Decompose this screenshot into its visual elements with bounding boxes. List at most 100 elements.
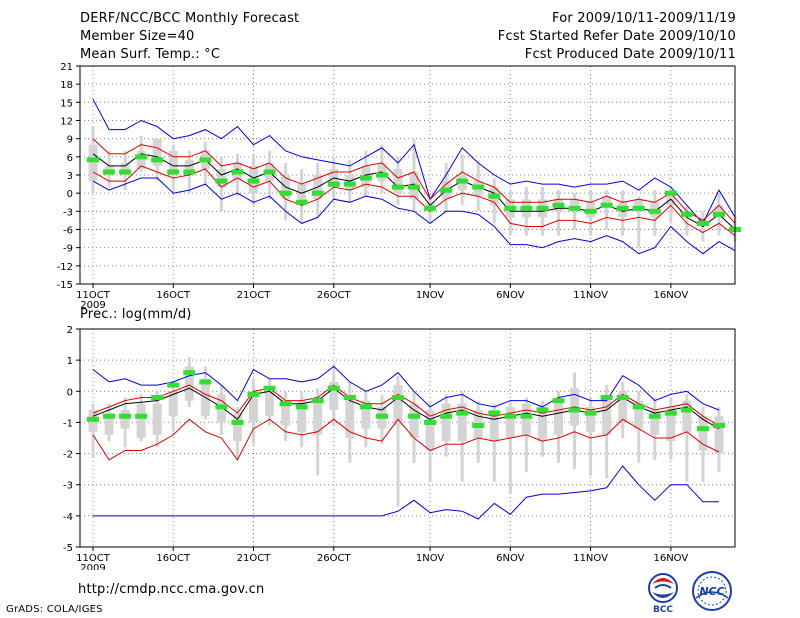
temp-median-marker [664,190,677,196]
prec-median-marker [600,395,613,401]
prec-median-marker [359,404,372,410]
prec-y-tick-label: 2 [67,325,73,336]
temp-median-marker [520,205,533,211]
precip-variable-label: Prec.: log(mm/d) [80,307,192,322]
member-size-label: Member Size=40 [80,29,195,44]
prec-x-tick-label: 16NOV [653,553,688,564]
temp-y-tick-label: 21 [60,62,73,73]
prec-median-marker [696,426,709,432]
source-url[interactable]: http://cmdp.ncc.cma.gov.cn [78,582,265,597]
temp-median-marker [295,199,308,205]
figure-title: DERF/NCC/BCC Monthly Forecast [80,11,300,26]
prec-box [329,381,339,410]
prec-box [120,409,130,429]
temp-median-marker [359,175,372,181]
temp-x-tick-label: 16OCT [156,290,191,301]
temp-median-marker [183,169,196,175]
forecast-started-date: Fcst Started Refer Date 2009/10/10 [497,29,736,44]
variable-label: Mean Surf. Temp.: °C [80,47,221,62]
temp-median-marker [279,190,292,196]
prec-x-tick-label: 11OCT [76,553,111,564]
prec-box [634,400,644,429]
temp-y-tick-label: 18 [60,80,73,91]
prec-x-tick-label: 6NOV [496,553,525,564]
prec-median-marker [488,410,501,416]
prec-box [714,416,724,454]
prec-box [457,403,467,442]
temp-y-tick-label: 0 [67,189,73,200]
temp-median-marker [696,220,709,226]
prec-box [618,391,628,423]
temp-series-lower-envelope [92,177,736,255]
prec-median-marker [183,370,196,376]
prec-y-tick-label: -3 [63,481,73,492]
prec-box [297,400,307,432]
temp-y-tick-label: -12 [57,262,73,273]
temp-box [88,144,98,182]
temp-box [393,168,403,194]
temp-x-tick-label: 16NOV [653,290,688,301]
temp-x-tick-label: 21OCT [237,290,272,301]
prec-box [521,403,531,435]
precipitation-chart: -5 -4 -3 -2 -1 0 1 2 11OCT 16OCT 21OCT 26OCT 1NOV 6NO… [63,325,736,570]
prec-median-marker [263,385,276,391]
temp-y-tick-label: 9 [67,135,73,146]
temp-median-marker [600,202,613,208]
prec-median-marker [167,382,180,388]
temp-median-marker [391,184,404,190]
prec-box [650,409,660,435]
temp-median-marker [536,205,549,211]
temp-median-marker [199,157,212,163]
temp-median-marker [231,169,244,175]
prec-box [184,366,194,401]
prec-y-tick-label: -4 [63,512,73,523]
prec-box [425,409,435,451]
temp-median-marker [263,169,276,175]
prec-box [168,391,178,417]
temp-series-upper-envelope [92,99,736,225]
prec-box [553,400,563,435]
temp-median-marker [343,181,356,187]
temp-median-marker [472,184,485,190]
prec-median-marker [568,407,581,413]
prec-box [104,413,114,435]
temp-y-tick-label: 6 [67,153,73,164]
prec-y-tick-label: -1 [63,418,73,429]
prec-median-marker [440,413,453,419]
ncc-logo: NCC [692,571,732,611]
prec-box [441,403,451,442]
prec-box [409,403,419,438]
prec-y-tick-label: -5 [63,543,73,554]
forecast-produced-date: Fcst Produced Date 2009/10/11 [524,47,736,62]
prec-y-tick-label: 1 [67,356,73,367]
temp-median-marker [488,193,501,199]
prec-box [505,406,515,438]
temp-median-marker [632,205,645,211]
temp-x-tick-label: 6NOV [496,290,525,301]
prec-year-label: 2009 [80,563,105,570]
prec-median-marker [279,401,292,407]
temp-median-marker [408,184,421,190]
temp-median-marker [327,181,340,187]
temp-x-tick-label: 11NOV [573,290,608,301]
forecast-period: For 2009/10/11-2009/11/19 [552,11,736,26]
prec-median-marker [472,423,485,429]
prec-series-ensemble-mean [92,387,720,430]
temp-box [136,150,146,169]
temp-median-marker [119,169,132,175]
prec-median-marker [680,407,693,413]
prec-median-marker [151,395,164,401]
temp-y-tick-label: -3 [63,207,73,218]
temp-box [168,150,178,175]
temp-x-tick-label: 26OCT [317,290,352,301]
temp-median-marker [616,205,629,211]
temp-x-tick-label: 11OCT [76,290,111,301]
prec-median-marker [199,379,212,385]
prec-median-marker [343,395,356,401]
temp-median-marker [648,208,661,214]
prec-median-marker [311,398,324,404]
prec-box [489,409,499,442]
prec-x-tick-label: 26OCT [317,553,352,564]
prec-box [361,400,371,429]
prec-x-tick-label: 1NOV [416,553,445,564]
